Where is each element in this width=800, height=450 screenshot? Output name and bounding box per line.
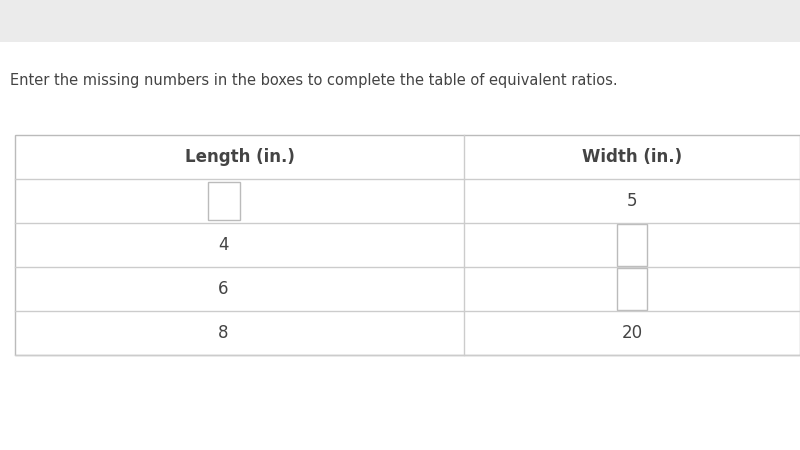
Text: Enter the missing numbers in the boxes to complete the table of equivalent ratio: Enter the missing numbers in the boxes t… xyxy=(10,72,618,87)
Text: 8: 8 xyxy=(218,324,229,342)
Text: 5: 5 xyxy=(626,192,638,210)
Text: 4: 4 xyxy=(218,236,229,254)
Text: 20: 20 xyxy=(622,324,642,342)
Text: Length (in.): Length (in.) xyxy=(185,148,294,166)
Text: 6: 6 xyxy=(218,280,229,298)
Text: Width (in.): Width (in.) xyxy=(582,148,682,166)
